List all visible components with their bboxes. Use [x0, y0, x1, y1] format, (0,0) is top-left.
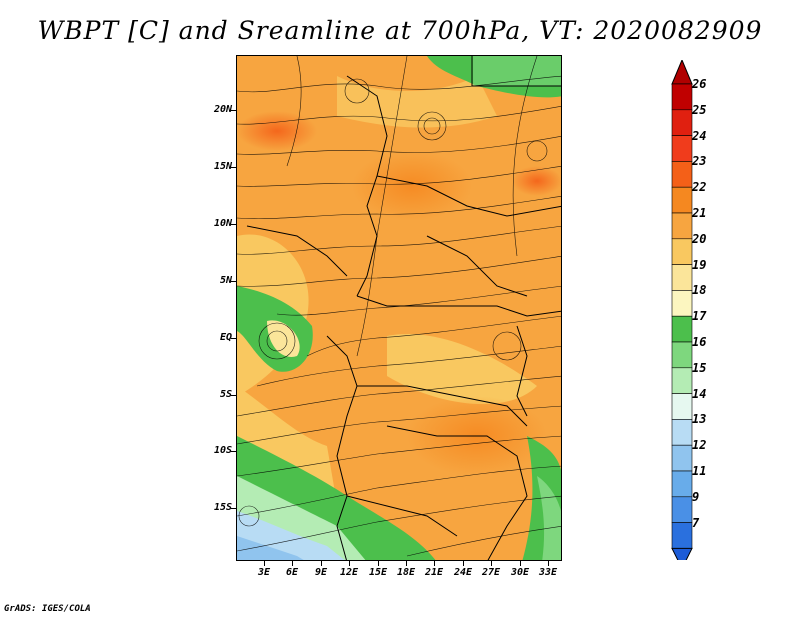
colorbar-label: 7 [692, 515, 700, 530]
colorbar-label: 20 [692, 231, 707, 246]
lon-tick [548, 561, 549, 566]
lat-label-5s: 5S [219, 389, 232, 400]
colorbar-label: 9 [692, 489, 700, 504]
colorbar-label: 22 [692, 180, 707, 195]
chart-title: WBPT [C] and Sreamline at 700hPa, VT: 20… [37, 16, 763, 45]
lat-tick [231, 338, 236, 339]
map-panel [236, 55, 562, 561]
lon-tick [292, 561, 293, 566]
lon-tick [434, 561, 435, 566]
colorbar-box [671, 161, 693, 188]
lat-tick [231, 508, 236, 509]
colorbar-box [671, 264, 693, 291]
colorbar-box [671, 393, 693, 420]
colorbar-box [671, 135, 693, 162]
colorbar-label: 13 [692, 412, 707, 427]
lat-label-20n: 20N [213, 104, 232, 115]
lat-label-10n: 10N [213, 218, 232, 229]
lon-label-30e: 30E [510, 567, 530, 578]
colorbar-label: 19 [692, 257, 707, 272]
colorbar-box [671, 186, 693, 214]
colorbar-box [671, 83, 693, 111]
lon-label-24e: 24E [453, 567, 473, 578]
colorbar-box [671, 444, 693, 472]
colorbar-label: 25 [692, 102, 707, 117]
lon-label-6e: 6E [285, 567, 299, 578]
lon-label-27e: 27E [481, 567, 501, 578]
lat-label-eq: EQ [219, 332, 232, 343]
colorbar-min-triangle [671, 547, 693, 560]
country-borders [246, 56, 561, 560]
colorbar-box [671, 109, 693, 136]
lon-label-3e: 3E [257, 567, 271, 578]
colorbar-label: 16 [692, 335, 707, 349]
lat-tick [231, 451, 236, 452]
streamlines [237, 56, 561, 557]
lat-tick [231, 167, 236, 168]
lon-tick [406, 561, 407, 566]
lat-tick [231, 395, 236, 396]
colorbar-label: 17 [692, 309, 707, 324]
lon-label-18e: 18E [396, 567, 416, 578]
colorbar-label: 12 [692, 438, 707, 453]
lon-tick [264, 561, 265, 566]
colorbar-box [671, 470, 693, 498]
colorbar-max-triangle [671, 60, 693, 85]
lon-tick [520, 561, 521, 566]
lon-tick [321, 561, 322, 566]
lon-label-9e: 9E [314, 567, 328, 578]
lat-tick [231, 281, 236, 282]
colorbar-box [671, 212, 693, 240]
colorbar-box [671, 290, 693, 317]
lon-tick [378, 561, 379, 566]
footer-credit: GrADS: IGES/COLA [4, 604, 91, 614]
colorbar-box [671, 315, 693, 343]
lon-label-12e: 12E [339, 567, 359, 578]
colorbar-box [671, 419, 693, 446]
wbpt-field [237, 56, 561, 560]
lon-tick [491, 561, 492, 566]
lat-label-15s: 15S [213, 502, 232, 513]
colorbar-label: 14 [692, 386, 707, 401]
colorbar-label: 26 [692, 77, 707, 91]
lon-label-33e: 33E [538, 567, 558, 578]
lon-tick [463, 561, 464, 566]
colorbar-box [671, 367, 693, 394]
lat-tick [231, 110, 236, 111]
colorbar-label: 11 [692, 464, 707, 478]
lon-label-21e: 21E [424, 567, 444, 578]
colorbar-box [671, 341, 693, 369]
colorbar [671, 60, 693, 560]
colorbar-label: 23 [692, 154, 707, 169]
lat-label-5n: 5N [219, 275, 232, 286]
colorbar-label: 24 [692, 128, 707, 143]
colorbar-box [671, 496, 693, 523]
colorbar-label: 18 [692, 283, 707, 298]
colorbar-box [671, 522, 693, 549]
lon-tick [349, 561, 350, 566]
colorbar-box [671, 238, 693, 265]
colorbar-label: 21 [692, 206, 707, 220]
lon-label-15e: 15E [368, 567, 388, 578]
colorbar-label: 15 [692, 360, 707, 375]
lat-label-15n: 15N [213, 161, 232, 172]
lat-tick [231, 224, 236, 225]
lat-label-10s: 10S [213, 445, 232, 456]
